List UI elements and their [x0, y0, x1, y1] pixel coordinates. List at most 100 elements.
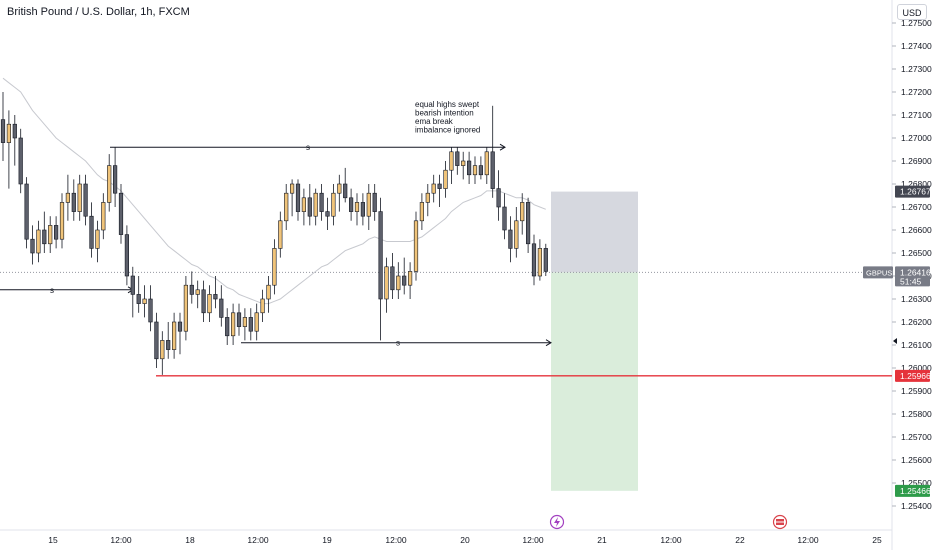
lightning-event-icon	[549, 514, 565, 530]
candle-body	[242, 317, 248, 327]
sweep-label-mid: s	[50, 286, 54, 295]
candle-body	[118, 192, 124, 235]
candle	[142, 285, 147, 318]
candle	[502, 193, 507, 240]
stop-loss-zone	[551, 191, 638, 273]
candle-body	[537, 248, 542, 277]
candle	[6, 110, 11, 189]
y-tick-label: 1.26500	[901, 248, 932, 258]
symbol-tag: GBPUSD	[866, 268, 898, 277]
candle	[366, 184, 371, 230]
candle-body	[390, 266, 395, 291]
candle	[531, 234, 537, 286]
candle-body	[65, 192, 70, 203]
y-tick-label: 1.25400	[901, 501, 932, 511]
target-price-label-bg	[895, 484, 930, 497]
candle-body	[278, 220, 283, 249]
currency-button[interactable]: USD	[897, 4, 927, 20]
y-tick-label: 1.26100	[901, 340, 932, 350]
y-tick-label: 1.26000	[901, 363, 932, 373]
candle	[325, 197, 330, 230]
red-price-label-bg	[895, 369, 930, 382]
candle-body	[59, 202, 65, 240]
sweep-label-low: s	[396, 339, 400, 348]
y-tick-label: 1.25900	[901, 386, 932, 396]
candle	[219, 285, 224, 327]
candle	[71, 179, 76, 221]
candle	[354, 193, 360, 226]
red-price-label: 1.25966	[900, 371, 931, 381]
candle-body	[307, 197, 312, 217]
flag-event-icon	[772, 514, 788, 530]
ema-polyline	[2, 77, 546, 305]
candle	[236, 303, 242, 336]
candle	[443, 161, 448, 198]
candle	[166, 322, 171, 359]
y-tick-label: 1.25700	[901, 432, 932, 442]
candle	[520, 193, 525, 235]
candle	[12, 115, 17, 166]
annotation-line: ema break	[415, 117, 454, 126]
candle	[0, 92, 6, 161]
candle-body	[295, 183, 301, 212]
candle-body	[437, 183, 442, 189]
time-axis[interactable]: 15 12:00 18 12:00 19 12:00 20 12:00 21 12:00 22 12:…	[0, 529, 892, 545]
x-tick-label: 19	[322, 535, 332, 545]
candle	[183, 276, 189, 341]
sweep-arrow-low	[545, 339, 552, 347]
price-axis[interactable]: 1.27500 1.27400 1.27300 1.27200 1.27100 1.270…	[891, 0, 932, 550]
candle	[384, 257, 389, 313]
sweep-label-high: s	[306, 143, 310, 152]
candle-body	[319, 192, 324, 212]
candle-body	[520, 202, 525, 222]
candle-body	[272, 248, 277, 286]
x-tick-label: 20	[460, 535, 470, 545]
candle	[278, 211, 283, 258]
y-tick-label: 1.25600	[901, 455, 932, 465]
candle-body	[366, 192, 371, 217]
candle-body	[113, 165, 118, 194]
candle-body	[360, 202, 366, 217]
candle	[525, 197, 531, 253]
candle	[284, 184, 289, 230]
sweep-arrow-high	[499, 143, 506, 151]
candle-body	[18, 137, 23, 185]
candle	[472, 156, 478, 184]
candle	[65, 174, 70, 221]
candles	[0, 92, 548, 375]
candle	[77, 174, 82, 221]
x-tick-label: 21	[597, 535, 607, 545]
candle-body	[407, 271, 413, 286]
candle-body	[225, 317, 230, 337]
candle-body	[496, 188, 501, 208]
candle-body	[130, 275, 135, 295]
candle	[95, 220, 100, 263]
candle	[53, 216, 59, 249]
y-tick-label: 1.26800	[901, 179, 932, 189]
y-tick-label: 1.26700	[901, 202, 932, 212]
y-tick-label: 1.27000	[901, 133, 932, 143]
candle	[543, 243, 548, 276]
candle-body	[219, 298, 224, 318]
candle-body	[207, 294, 212, 314]
candle	[372, 184, 377, 221]
y-tick-label: 1.26900	[901, 156, 932, 166]
event-icons[interactable]	[549, 514, 788, 530]
x-tick-label: 12:00	[797, 535, 819, 545]
x-tick-label: 12:00	[385, 535, 407, 545]
candle-body	[77, 183, 82, 212]
x-tick-label: 12:00	[247, 535, 269, 545]
candle-body	[313, 192, 318, 217]
candle-body	[525, 202, 531, 245]
candle	[59, 193, 65, 249]
candle	[425, 184, 430, 217]
candle	[537, 239, 542, 281]
candle-body	[425, 192, 430, 203]
candle	[419, 193, 425, 230]
candle-body	[384, 266, 389, 300]
candle	[390, 253, 395, 299]
candle	[101, 193, 106, 240]
candle-body	[301, 197, 307, 212]
candle-body	[177, 321, 183, 332]
